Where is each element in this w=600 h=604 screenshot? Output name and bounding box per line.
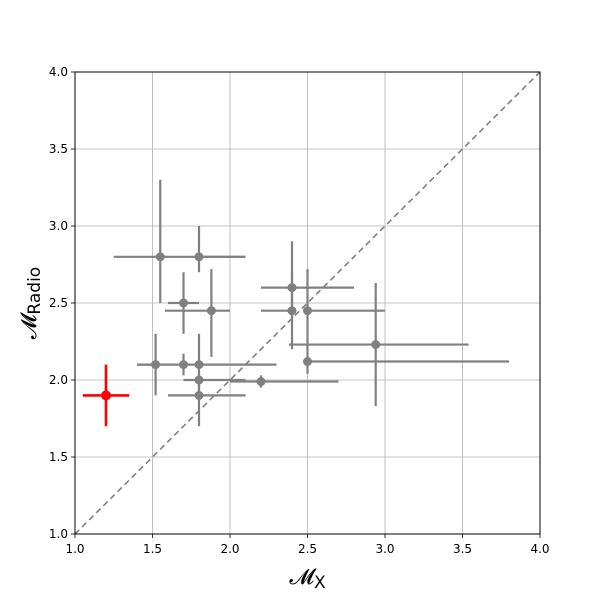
y-tick-label: 2.0 [49,373,68,387]
data-point [101,390,111,401]
data-point [371,340,381,350]
data-point [194,390,204,400]
point-layer [101,252,381,401]
x-axis-label-main: 𝓜 [289,565,316,590]
y-tick-label: 4.0 [49,65,68,79]
y-tick-label: 1.0 [49,527,68,541]
data-point [303,357,312,367]
data-point [155,252,165,262]
data-point [303,306,312,316]
data-point [179,298,188,308]
x-tick-label: 1.5 [143,542,162,556]
data-point [194,252,204,262]
x-tick-label: 3.0 [375,542,394,556]
data-point [287,283,297,293]
data-point [287,306,297,316]
y-tick-label: 3.5 [49,142,68,156]
y-tick-label: 3.0 [49,219,68,233]
y-tick-label: 1.5 [49,450,68,464]
x-tick-label: 3.5 [453,542,472,556]
data-point [256,377,266,387]
data-point [194,375,204,385]
x-axis-label-sub: X [314,573,326,593]
x-tick-label: 2.5 [298,542,317,556]
x-tick-label: 4.0 [530,542,549,556]
errorbar-layer [82,179,509,427]
data-point [179,360,188,370]
x-tick-label: 1.0 [65,542,84,556]
data-point [206,306,216,316]
y-axis-label-sub: Radio [25,267,45,315]
data-point [194,360,204,370]
y-axis-label-main: 𝓜 [17,312,42,339]
tick-layer: 1.0 1.5 2.0 2.5 3.0 3.5 4.0 1.0 1.5 2.0 2.5 3.0 3.5 4… [49,65,550,556]
y-tick-label: 2.5 [49,296,68,310]
x-tick-label: 2.0 [220,542,239,556]
data-point [151,360,161,370]
x-axis-label: 𝓜X [289,565,326,593]
y-axis-label: 𝓜Radio [17,267,45,339]
